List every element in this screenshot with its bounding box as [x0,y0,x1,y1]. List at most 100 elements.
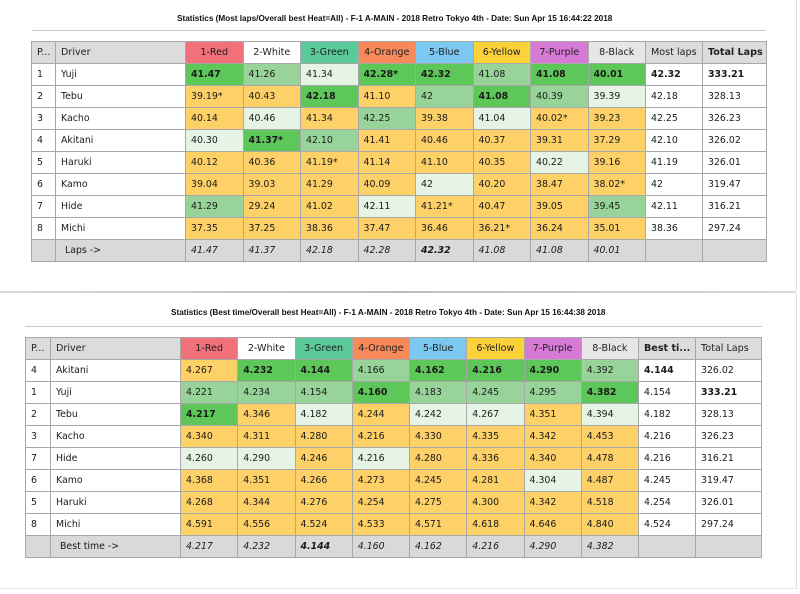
column-header-lane[interactable]: 7-Purple [523,337,582,360]
table-row[interactable]: 3 Kacho 4.340 4.311 4.280 4.216 4.330 4.335 4.34… [25,425,762,448]
lane-cell: 35.01 [587,217,646,240]
lane-cell: 4.394 [580,403,640,426]
lane-cell: 40.22 [530,151,589,174]
column-header-lane[interactable]: 6-Yellow [472,41,531,64]
column-header-total-laps[interactable]: Total Laps [702,41,767,64]
lane-cell: 4.304 [523,469,582,492]
total-laps-cell: 333.21 [702,63,767,86]
driver-cell: Kamo [50,469,181,492]
column-header-driver[interactable]: Driver [50,337,181,360]
lane-cell: 4.487 [580,469,640,492]
lane-cell: 4.571 [408,513,468,536]
lane-cell: 4.254 [351,491,411,514]
lane-cell: 36.24 [530,217,589,240]
table-row[interactable]: 7 Hide 41.29 29.24 41.02 42.11 41.21* 40.47 39.0… [31,195,767,218]
column-header-lane[interactable]: 1-Red [179,337,239,360]
footer-best-cell: 40.01 [587,239,646,262]
lane-cell: 39.23 [587,107,646,130]
lane-cell: 4.290 [523,359,582,382]
column-header-lane[interactable]: 2-White [242,41,301,64]
lane-cell: 4.290 [237,447,296,470]
footer-best-cell: 4.290 [523,535,582,558]
table-row[interactable]: 8 Michi 4.591 4.556 4.524 4.533 4.571 4.618 4.64… [25,513,762,536]
table-row[interactable]: 6 Kamo 4.368 4.351 4.266 4.273 4.245 4.281 4.304… [25,469,762,492]
column-header-lane[interactable]: 3-Green [294,337,353,360]
column-header-lane[interactable]: 7-Purple [530,41,589,64]
lane-cell: 4.166 [351,359,411,382]
footer-empty-cell [31,239,56,262]
lane-cell: 4.340 [523,447,582,470]
lane-cell: 41.10 [415,151,474,174]
lane-cell: 4.183 [408,381,468,404]
column-header-lane[interactable]: 8-Black [587,41,646,64]
column-header-stat[interactable]: Most laps [645,41,703,64]
lane-cell: 41.34 [300,63,359,86]
position-cell: 1 [31,63,56,86]
footer-best-cell: 4.216 [466,535,525,558]
lane-cell: 4.478 [580,447,640,470]
table-row[interactable]: 5 Haruki 4.268 4.344 4.276 4.254 4.275 4.300 4.3… [25,491,762,514]
table-row[interactable]: 3 Kacho 40.14 40.46 41.34 42.25 39.38 41.04 40.0… [31,107,767,130]
table-row[interactable]: 6 Kamo 39.04 39.03 41.29 40.09 42 40.20 38.47 38.… [31,173,767,196]
table-row[interactable]: 2 Tebu 4.217 4.346 4.182 4.244 4.242 4.267 4.351… [25,403,762,426]
lane-cell: 40.36 [242,151,301,174]
lane-cell: 39.04 [185,173,244,196]
table-row[interactable]: 4 Akitani 4.267 4.232 4.144 4.166 4.162 4.216 4.… [25,359,762,382]
lane-cell: 29.24 [242,195,301,218]
table-row[interactable]: 2 Tebu 39.19* 40.43 42.18 41.10 42 41.08 40.39 39… [31,85,767,108]
lane-cell: 39.16 [587,151,646,174]
total-laps-cell: 326.01 [702,151,767,174]
total-laps-cell: 326.02 [695,359,762,382]
lane-cell: 4.216 [351,425,411,448]
footer-best-cell: 41.08 [472,239,531,262]
column-header-lane[interactable]: 8-Black [580,337,640,360]
footer-empty-cell [695,535,762,558]
column-header-lane[interactable]: 2-White [237,337,296,360]
column-header-lane[interactable]: 4-Orange [351,337,411,360]
position-cell: 3 [25,425,51,448]
table-row[interactable]: 5 Haruki 40.12 40.36 41.19* 41.14 41.10 40.35 40… [31,151,767,174]
stat-cell: 41.19 [645,151,703,174]
lane-cell: 40.46 [415,129,474,152]
best-time-table: P... Driver 1-Red 2-White 3-Green 4-Orange 5-B… [25,337,762,558]
column-header-lane[interactable]: 1-Red [185,41,244,64]
lane-cell: 37.29 [587,129,646,152]
total-laps-cell: 326.23 [695,425,762,448]
footer-best-cell: 41.47 [185,239,244,262]
stat-cell: 4.154 [638,381,696,404]
column-header-driver[interactable]: Driver [55,41,186,64]
column-header-lane[interactable]: 5-Blue [415,41,474,64]
table-row[interactable]: 7 Hide 4.260 4.290 4.246 4.216 4.280 4.336 4.340… [25,447,762,470]
driver-cell: Kamo [55,173,186,196]
lane-cell: 40.43 [242,85,301,108]
footer-row: Laps -> 41.47 41.37 42.18 42.28 42.32 41.08 41.… [31,239,767,262]
column-header-total-laps[interactable]: Total Laps [695,337,762,360]
column-header-position[interactable]: P... [25,337,51,360]
column-header-position[interactable]: P... [31,41,56,64]
table-row[interactable]: 8 Michi 37.35 37.25 38.36 37.47 36.46 36.21* 36.… [31,217,767,240]
footer-best-cell: 4.382 [580,535,640,558]
driver-cell: Tebu [55,85,186,108]
lane-cell: 40.20 [472,173,531,196]
column-header-lane[interactable]: 5-Blue [408,337,468,360]
table-row[interactable]: 1 Yuji 4.221 4.234 4.154 4.160 4.183 4.245 4.295… [25,381,762,404]
stat-cell: 4.524 [638,513,696,536]
lane-cell: 4.162 [408,359,468,382]
lane-cell: 36.46 [415,217,474,240]
column-header-lane[interactable]: 6-Yellow [466,337,525,360]
table-row[interactable]: 1 Yuji 41.47 41.26 41.34 42.28* 42.32 41.08 41.0… [31,63,767,86]
lane-cell: 40.37 [472,129,531,152]
lane-cell: 4.330 [408,425,468,448]
column-header-lane[interactable]: 4-Orange [357,41,416,64]
position-cell: 8 [25,513,51,536]
column-header-lane[interactable]: 3-Green [300,41,359,64]
table-row[interactable]: 4 Akitani 40.30 41.37* 42.10 41.41 40.46 40.37 3… [31,129,767,152]
driver-cell: Haruki [50,491,181,514]
lane-cell: 39.05 [530,195,589,218]
column-header-stat[interactable]: Best ti... [638,337,696,360]
total-laps-cell: 316.21 [695,447,762,470]
total-laps-cell: 319.47 [702,173,767,196]
lane-cell: 4.144 [294,359,353,382]
stat-cell: 4.216 [638,447,696,470]
lane-cell: 40.35 [472,151,531,174]
